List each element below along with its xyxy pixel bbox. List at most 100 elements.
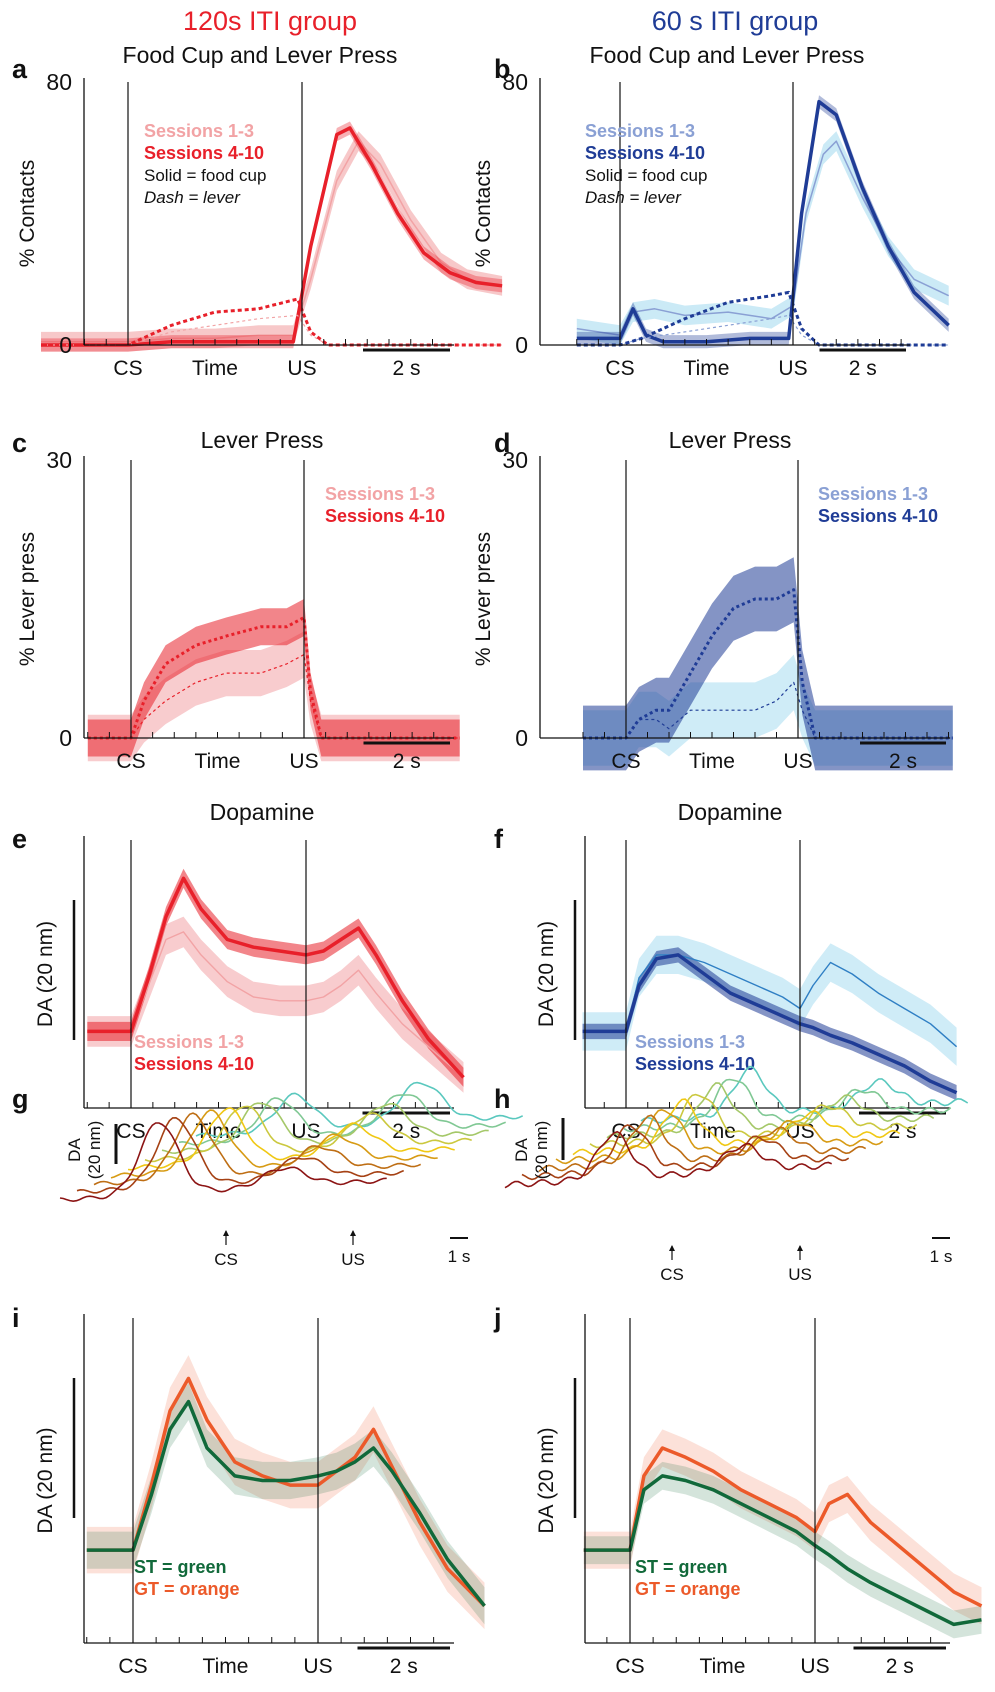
panel-b: b Food Cup and Lever Press CS Time US 2 s % Co…: [472, 42, 950, 380]
annotation-label: US: [788, 1265, 812, 1284]
y-axis-label: DA (20 nm): [34, 921, 57, 1027]
x-label-cs: CS: [116, 750, 145, 773]
panel-a: a Food Cup and Lever Press CS Time US 2 s % Co…: [12, 42, 503, 380]
legend-entry: Sessions 1-3: [635, 1032, 745, 1052]
legend-entry: ST = green: [134, 1557, 227, 1577]
panel-g: g DA (20 nm) CS US 1 s: [12, 1081, 524, 1269]
panel-title: Lever Press: [201, 427, 324, 453]
y-axis-label: % Lever press: [472, 532, 495, 666]
y-axis-label: % Contacts: [472, 160, 495, 267]
y-axis-label: DA (20 nm): [535, 1427, 558, 1533]
panel-label: a: [12, 54, 28, 84]
trial-trace: [521, 1124, 850, 1181]
trial-trace: [178, 1094, 506, 1146]
series-line: [583, 588, 953, 740]
x-label-us: US: [289, 750, 318, 773]
annotation-arrowhead: [669, 1245, 675, 1251]
legend-note: Solid = food cup: [144, 166, 266, 185]
trial-trace: [59, 1122, 387, 1203]
panel-label: j: [493, 1303, 502, 1333]
y-tick-label: 0: [515, 725, 528, 751]
scale-bar-label: 2 s: [392, 357, 420, 380]
legend-note: Solid = food cup: [585, 166, 707, 185]
y-axis-label: DA: [65, 1138, 84, 1162]
series-line: [87, 876, 465, 1079]
panel-title: Food Cup and Lever Press: [590, 42, 865, 68]
x-label-us: US: [800, 1655, 829, 1678]
panel-label: e: [12, 824, 27, 854]
scale-bar-label: 2 s: [888, 1120, 916, 1143]
series-line: [576, 314, 949, 346]
x-label-cs: CS: [118, 1655, 147, 1678]
annotation-label: CS: [660, 1265, 684, 1284]
trial-trace: [161, 1102, 489, 1155]
scale-bar-label: 2 s: [886, 1655, 914, 1678]
legend-entry: Sessions 1-3: [144, 121, 254, 141]
x-label-time: Time: [203, 1655, 249, 1678]
panel-label: b: [494, 54, 511, 84]
x-label-cs: CS: [116, 1120, 145, 1143]
x-label-time: Time: [195, 750, 241, 773]
series-band: [87, 599, 460, 757]
series-line: [87, 931, 464, 1078]
series-line: [576, 99, 950, 344]
y-axis-label: % Lever press: [16, 532, 39, 666]
x-label-cs: CS: [113, 357, 142, 380]
y-axis-label: DA (20 nm): [34, 1427, 57, 1533]
series-line: [41, 126, 503, 347]
legend-entry: Sessions 4-10: [818, 506, 938, 526]
series-band: [41, 121, 503, 352]
annotation-label: CS: [214, 1250, 238, 1269]
series-band: [86, 1355, 485, 1630]
x-label-time: Time: [689, 750, 735, 773]
legend-entry: Sessions 1-3: [818, 484, 928, 504]
y-tick-label: 0: [515, 332, 528, 358]
x-label-time: Time: [700, 1655, 746, 1678]
legend-entry: Sessions 4-10: [144, 143, 264, 163]
scale-bar-label: 2 s: [393, 750, 421, 773]
y-tick-label: 30: [46, 447, 72, 473]
series-band: [87, 916, 464, 1093]
panel-title: Dopamine: [678, 799, 783, 825]
x-label-cs: CS: [605, 357, 634, 380]
time-scale-label: 1 s: [930, 1247, 953, 1266]
series-band: [582, 935, 957, 1066]
panel-title: Dopamine: [210, 799, 315, 825]
legend-entry: Sessions 4-10: [134, 1054, 254, 1074]
y-tick-label: 80: [46, 69, 72, 95]
legend-entry: GT = orange: [134, 1579, 240, 1599]
y-tick-label: 80: [502, 69, 528, 95]
panel-h: hDA (20 nm) CS US 1 s: [494, 1065, 969, 1284]
panel-label: h: [494, 1084, 511, 1114]
x-label-us: US: [783, 750, 812, 773]
scale-bar-label: 2 s: [849, 357, 877, 380]
legend-note: Dash = lever: [144, 188, 241, 207]
y-tick-label: 0: [59, 725, 72, 751]
legend-entry: Sessions 4-10: [585, 143, 705, 163]
legend-entry: ST = green: [635, 1557, 728, 1577]
trial-trace: [589, 1093, 918, 1149]
x-label-us: US: [291, 1120, 320, 1143]
x-label-cs: CS: [611, 750, 640, 773]
panel-label: g: [12, 1084, 29, 1114]
y-axis-label: DA (20 nm): [535, 921, 558, 1027]
y-axis-label: % Contacts: [16, 160, 39, 267]
trial-trace: [572, 1098, 901, 1156]
x-label-time: Time: [192, 357, 238, 380]
annotation-arrowhead: [797, 1245, 803, 1251]
series-line: [87, 616, 460, 740]
trial-trace: [127, 1107, 455, 1171]
legend-entry: Sessions 1-3: [325, 484, 435, 504]
legend-entry: Sessions 1-3: [134, 1032, 244, 1052]
panel-d: d Lever Press CS Time US 2 s % Lever press 30 0 S…: [472, 427, 953, 773]
legend-entry: Sessions 4-10: [635, 1054, 755, 1074]
trial-trace: [504, 1130, 832, 1189]
series-line: [582, 953, 958, 1095]
legend-entry: Sessions 4-10: [325, 506, 445, 526]
trial-trace: [110, 1109, 438, 1179]
panel-label: f: [494, 824, 504, 854]
series-band: [41, 131, 503, 352]
